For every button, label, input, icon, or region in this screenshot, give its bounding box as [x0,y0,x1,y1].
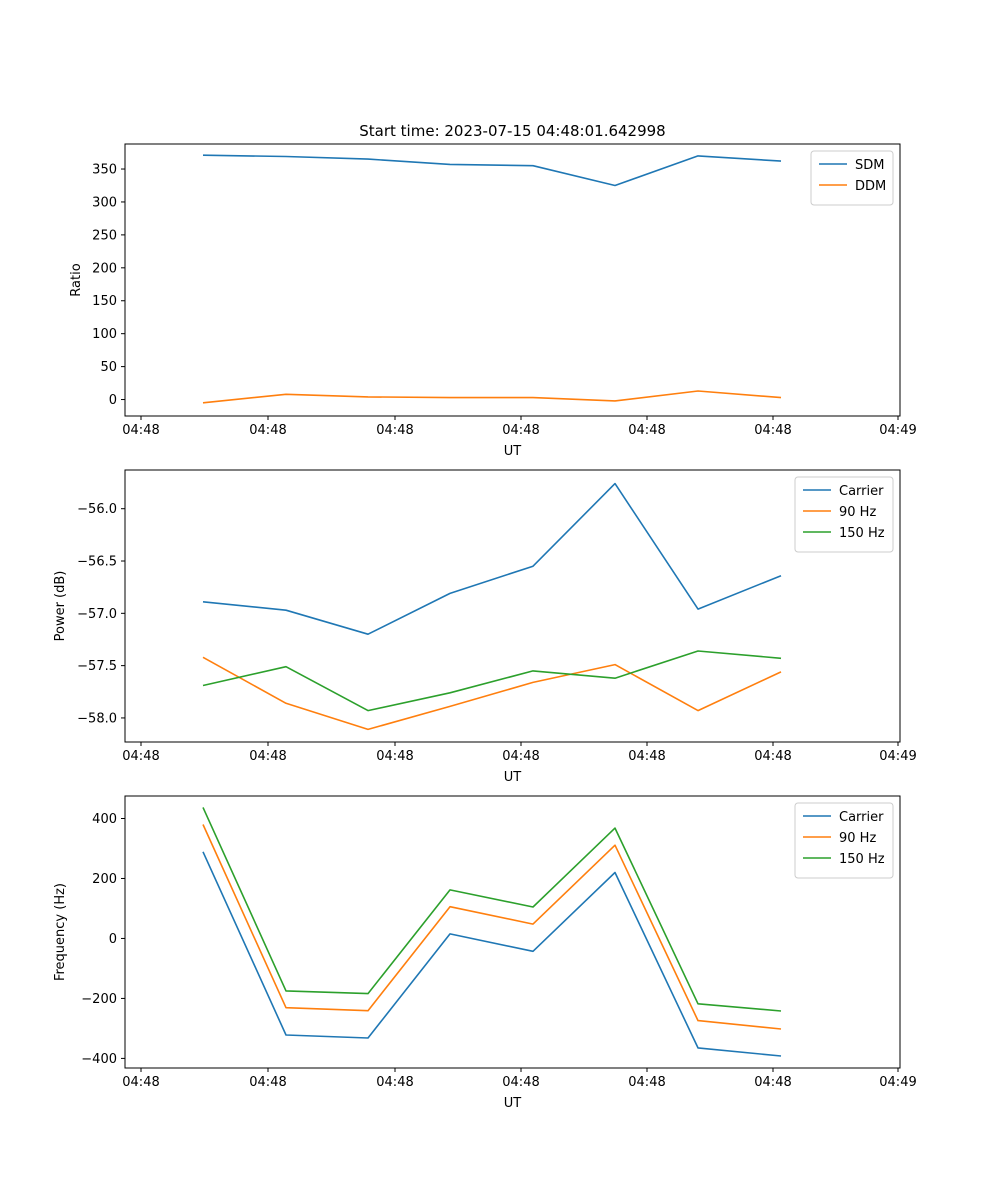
x-axis-label: UT [504,1096,522,1111]
x-axis-label: UT [504,444,522,459]
legend-box [794,802,894,879]
y-tick-label: 150 [92,294,117,309]
x-tick-label: 04:48 [249,423,286,438]
x-tick-label: 04:48 [376,749,413,764]
legend: SDM DDM [810,150,894,206]
x-tick-label: 04:48 [249,749,286,764]
y-tick-label: −56.5 [77,555,117,570]
series-line-150-hz [202,650,782,712]
series-line-90-hz [202,824,782,1030]
y-tick-label: 350 [92,163,117,178]
x-tick-label: 04:49 [879,1075,916,1090]
y-tick-label: 50 [100,360,117,375]
legend-label: Carrier [839,484,884,499]
x-tick-label: 04:48 [754,749,791,764]
x-tick-label: 04:48 [754,423,791,438]
legend-box [794,476,894,553]
y-tick-label: 250 [92,228,117,243]
y-axis-label: Ratio [69,263,84,296]
legend-label: 90 Hz [839,505,876,520]
y-tick-label: 300 [92,195,117,210]
axes-frame [124,469,901,743]
x-tick-label: 04:48 [376,423,413,438]
y-axis-label: Frequency (Hz) [53,883,68,981]
x-tick-label: 04:48 [502,423,539,438]
chart-3: 04:48 04:48 04:48 04:48 04:48 04:48 04:49 UT −40… [53,795,917,1111]
y-tick-label: −58.0 [77,711,117,726]
legend-label: 90 Hz [839,831,876,846]
y-tick-label: −57.5 [77,659,117,674]
y-axis-label: Power (dB) [53,571,68,642]
series-line-carrier [202,851,782,1057]
x-tick-label: 04:48 [376,1075,413,1090]
series-line-carrier [202,482,782,636]
legend: Carrier 90 Hz 150 Hz [794,802,894,879]
chart-2: 04:48 04:48 04:48 04:48 04:48 04:48 04:49 UT −58… [53,469,917,785]
chart-1: 04:48 04:48 04:48 04:48 04:48 04:48 04:49 UT 0 50… [69,143,917,459]
x-tick-label: 04:48 [628,749,665,764]
x-tick-label: 04:48 [122,1075,159,1090]
x-tick-label: 04:49 [879,749,916,764]
y-tick-label: −57.0 [77,607,117,622]
series-line-ddm [202,390,782,404]
y-tick-label: −400 [81,1052,117,1067]
x-tick-label: 04:48 [502,749,539,764]
y-tick-label: 100 [92,327,117,342]
axes-frame [124,795,901,1069]
legend-label: SDM [855,158,884,173]
y-tick-label: 200 [92,872,117,887]
y-tick-label: 0 [109,932,117,947]
series-line-sdm [202,154,782,187]
series-line-150-hz [202,807,782,1012]
x-tick-label: 04:48 [628,423,665,438]
y-tick-label: 400 [92,812,117,827]
y-tick-label: −56.0 [77,502,117,517]
legend: Carrier 90 Hz 150 Hz [794,476,894,553]
series-line-90-hz [202,656,782,731]
x-tick-label: 04:48 [249,1075,286,1090]
y-tick-label: 0 [109,393,117,408]
legend-label: 150 Hz [839,526,885,541]
x-tick-label: 04:49 [879,423,916,438]
legend-label: 150 Hz [839,852,885,867]
figure-title: Start time: 2023-07-15 04:48:01.642998 [359,122,665,140]
y-tick-label: 200 [92,261,117,276]
x-tick-label: 04:48 [122,423,159,438]
x-axis-label: UT [504,770,522,785]
y-tick-label: −200 [81,992,117,1007]
x-tick-label: 04:48 [754,1075,791,1090]
x-tick-label: 04:48 [502,1075,539,1090]
legend-label: DDM [855,179,886,194]
axes-frame [124,143,901,417]
legend-label: Carrier [839,810,884,825]
x-tick-label: 04:48 [628,1075,665,1090]
x-tick-label: 04:48 [122,749,159,764]
